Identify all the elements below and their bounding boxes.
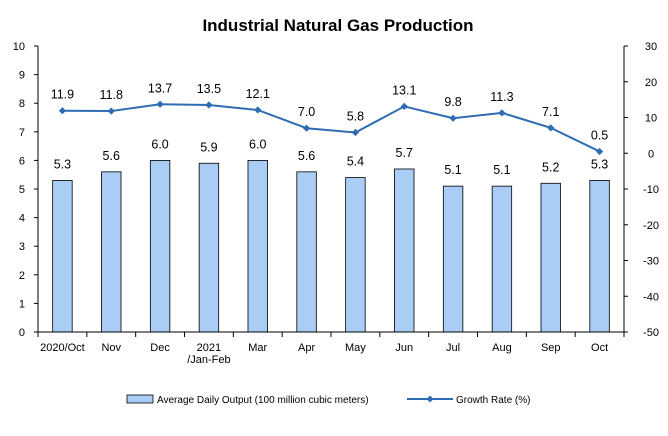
right-tick-label-6: 10 bbox=[645, 113, 657, 125]
x-tick-label-3-1: /Jan-Feb bbox=[187, 354, 230, 366]
growth-rate-value-label-1: 11.8 bbox=[100, 88, 123, 102]
left-tick-label-9: 9 bbox=[19, 70, 25, 82]
right-tick-label-8: 30 bbox=[645, 41, 657, 53]
growth-rate-marker-10 bbox=[547, 124, 555, 132]
x-tick-label-3-0: 2021 bbox=[197, 342, 221, 354]
left-tick-label-0: 0 bbox=[19, 327, 25, 339]
growth-rate-value-label-7: 13.1 bbox=[392, 83, 416, 97]
x-tick-label-5: Apr bbox=[298, 342, 315, 354]
growth-rate-marker-0 bbox=[58, 107, 67, 115]
bar-6 bbox=[345, 177, 366, 333]
x-tick-label-2: Dec bbox=[150, 342, 170, 354]
x-tick-label-4: Mar bbox=[248, 342, 267, 354]
growth-rate-line bbox=[62, 103, 601, 153]
left-tick-label-3: 3 bbox=[19, 241, 25, 253]
legend-line-marker bbox=[426, 395, 434, 403]
growth-rate-value-label-0: 11.9 bbox=[51, 88, 74, 102]
growth-rate-value-label-9: 11.3 bbox=[490, 90, 513, 104]
left-tick-label-1: 1 bbox=[19, 298, 25, 310]
left-tick-label-4: 4 bbox=[19, 213, 25, 225]
bar-value-label-11: 5.3 bbox=[591, 157, 608, 171]
growth-rate-value-label-11: 0.5 bbox=[591, 128, 608, 142]
left-tick-label-7: 7 bbox=[19, 127, 25, 139]
bar-value-label-3: 5.9 bbox=[200, 140, 217, 154]
growth-rate-marker-3 bbox=[205, 101, 213, 109]
right-tick-label-1: -40 bbox=[643, 291, 659, 303]
growth-rate-marker-8 bbox=[449, 114, 457, 122]
x-tick-label-0: 2020/Oct bbox=[40, 342, 85, 354]
growth-rate-value-label-6: 5.8 bbox=[347, 110, 364, 124]
bar-value-label-0: 5.3 bbox=[54, 157, 71, 171]
bar-value-label-4: 6.0 bbox=[249, 137, 266, 151]
right-tick-label-5: 0 bbox=[648, 148, 654, 160]
growth-rate-marker-11 bbox=[595, 147, 604, 156]
bar-value-label-10: 5.2 bbox=[542, 160, 559, 174]
legend-bar-swatch bbox=[126, 394, 154, 404]
left-tick-label-6: 6 bbox=[19, 155, 25, 167]
right-tick-label-2: -30 bbox=[643, 256, 659, 268]
x-tick-label-8: Jul bbox=[446, 342, 460, 354]
chart-title: Industrial Natural Gas Production bbox=[202, 16, 473, 35]
bar-4 bbox=[247, 159, 268, 333]
growth-rate-value-label-10: 7.1 bbox=[542, 105, 559, 119]
bar-11 bbox=[589, 180, 610, 333]
growth-rate-marker-2 bbox=[156, 100, 164, 108]
x-tick-label-7: Jun bbox=[395, 342, 413, 354]
left-tick-label-5: 5 bbox=[19, 184, 25, 196]
bar-value-label-5: 5.6 bbox=[298, 149, 315, 163]
bar-8 bbox=[442, 185, 464, 333]
right-tick-label-3: -20 bbox=[643, 220, 659, 232]
legend-line-label: Growth Rate (%) bbox=[456, 395, 530, 406]
x-tick-label-6: May bbox=[345, 342, 366, 354]
growth-rate-value-label-2: 13.7 bbox=[148, 81, 172, 95]
legend-bar-label: Average Daily Output (100 million cubic … bbox=[157, 395, 369, 406]
right-tick-label-7: 20 bbox=[645, 77, 657, 89]
growth-rate-value-label-5: 7.0 bbox=[298, 105, 315, 119]
bar-0 bbox=[52, 180, 73, 333]
growth-rate-marker-1 bbox=[107, 107, 115, 115]
bar-value-label-7: 5.7 bbox=[396, 146, 413, 160]
bar-value-label-9: 5.1 bbox=[493, 163, 510, 177]
legend: Average Daily Output (100 million cubic … bbox=[126, 394, 530, 406]
bar-1 bbox=[101, 171, 122, 333]
bar-value-label-1: 5.6 bbox=[103, 149, 120, 163]
x-tick-label-1: Nov bbox=[101, 342, 121, 354]
bar-9 bbox=[491, 185, 513, 333]
bar-10 bbox=[540, 182, 561, 333]
growth-rate-value-label-4: 12.1 bbox=[246, 87, 270, 101]
right-tick-label-4: -10 bbox=[643, 184, 659, 196]
bar-value-label-6: 5.4 bbox=[347, 155, 364, 169]
plot-area: 5.3 5.6 6.0 5.9 6.0 5.6 5.4 5.7 5.1 5.1 5.2 5.3 0 1 2 3… bbox=[13, 41, 659, 366]
x-tick-label-9: Aug bbox=[492, 342, 512, 354]
bar-value-label-8: 5.1 bbox=[444, 163, 461, 177]
growth-rate-marker-7 bbox=[400, 102, 408, 111]
x-tick-label-10: Sep bbox=[541, 342, 561, 354]
x-tick-label-11: Oct bbox=[591, 342, 608, 354]
bar-2 bbox=[149, 159, 171, 333]
growth-rate-marker-6 bbox=[351, 128, 360, 137]
growth-rate-value-label-8: 9.8 bbox=[444, 95, 461, 109]
left-tick-label-2: 2 bbox=[19, 270, 25, 282]
right-tick-label-0: -50 bbox=[643, 327, 659, 339]
bar-5 bbox=[296, 171, 317, 333]
growth-rate-marker-5 bbox=[302, 124, 311, 132]
left-tick-label-8: 8 bbox=[19, 98, 25, 110]
growth-rate-marker-4 bbox=[254, 106, 262, 114]
bar-3 bbox=[198, 162, 220, 333]
left-tick-label-10: 10 bbox=[13, 41, 25, 53]
growth-rate-value-label-3: 13.5 bbox=[197, 82, 221, 96]
growth-rate-marker-9 bbox=[498, 109, 506, 117]
bar-value-label-2: 6.0 bbox=[151, 137, 168, 151]
bar-7 bbox=[394, 168, 415, 333]
